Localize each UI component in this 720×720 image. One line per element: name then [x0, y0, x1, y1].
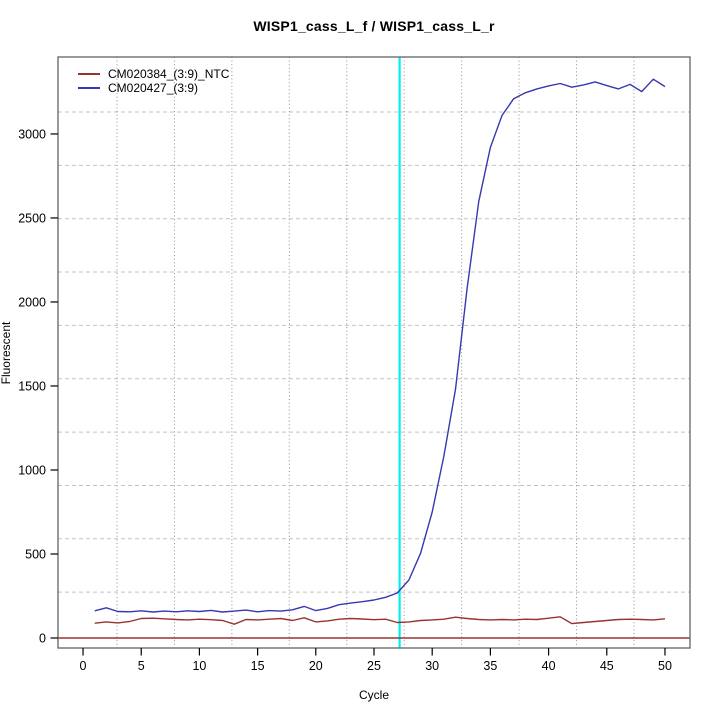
x-tick-label: 15 — [251, 659, 265, 673]
y-axis-label: Fluorescent — [0, 321, 13, 385]
y-tick-label: 3000 — [18, 127, 46, 141]
legend-item-ntc: CM020384_(3:9)_NTC — [78, 67, 229, 81]
y-tick-label: 500 — [25, 547, 46, 561]
x-tick-label: 50 — [658, 659, 672, 673]
x-tick-label: 0 — [80, 659, 87, 673]
y-tick-label: 1000 — [18, 463, 46, 477]
y-tick-label: 2000 — [18, 295, 46, 309]
legend: CM020384_(3:9)_NTC CM020427_(3:9) — [78, 67, 229, 95]
series-line-1 — [94, 78, 666, 613]
x-tick-label: 35 — [483, 659, 497, 673]
legend-item-sample: CM020427_(3:9) — [78, 81, 229, 95]
legend-label: CM020427_(3:9) — [108, 81, 199, 95]
legend-label: CM020384_(3:9)_NTC — [108, 67, 230, 81]
y-tick-label: 2500 — [18, 211, 46, 225]
x-tick-label: 40 — [542, 659, 556, 673]
x-axis-label: Cycle — [358, 688, 389, 702]
y-tick-label: 1500 — [18, 379, 46, 393]
x-tick-label: 20 — [309, 659, 323, 673]
y-tick-label: 0 — [39, 632, 46, 646]
x-tick-label: 5 — [138, 659, 145, 673]
plot-border — [57, 56, 691, 649]
legend-line-swatch-blue — [78, 87, 100, 89]
x-tick-label: 45 — [600, 659, 614, 673]
x-tick-label: 10 — [192, 659, 206, 673]
legend-line-swatch-red — [78, 73, 100, 75]
chart-title: WISP1_cass_L_f / WISP1_cass_L_r — [253, 18, 495, 34]
x-tick-label: 25 — [367, 659, 381, 673]
series-line-0 — [94, 616, 666, 625]
x-tick-label: 30 — [425, 659, 439, 673]
